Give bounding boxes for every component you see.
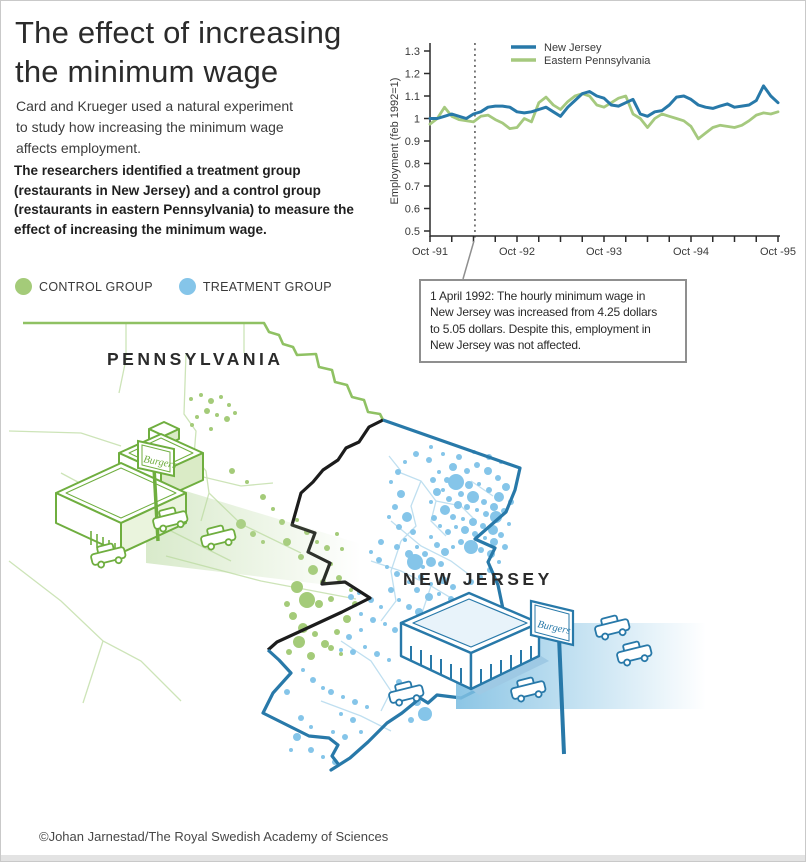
employment-chart: 0.5 0.6 0.7 0.8 0.9 1 1.1 1.2 1.3 Oct -91 Oct -92 O… xyxy=(389,42,796,280)
pa-cars xyxy=(90,506,237,569)
svg-text:1: 1 xyxy=(414,114,420,126)
svg-text:Oct -94: Oct -94 xyxy=(673,246,709,258)
minimum-wage-callout: 1 April 1992: The hourly minimum wage in… xyxy=(419,279,687,363)
svg-text:1.2: 1.2 xyxy=(405,69,420,81)
series-eastern-pennsylvania xyxy=(428,92,780,141)
svg-text:0.8: 0.8 xyxy=(405,159,420,171)
group-legend: CONTROL GROUP TREATMENT GROUP xyxy=(15,278,332,295)
bottom-strip xyxy=(1,855,805,861)
svg-text:0.6: 0.6 xyxy=(405,204,420,216)
treatment-group-dot xyxy=(178,278,196,295)
svg-text:Eastern Pennsylvania: Eastern Pennsylvania xyxy=(544,55,651,67)
svg-text:Oct -93: Oct -93 xyxy=(586,246,622,258)
svg-text:New Jersey: New Jersey xyxy=(544,42,602,54)
svg-text:0.5: 0.5 xyxy=(405,226,420,238)
pa-ny-border xyxy=(23,321,385,421)
chart-y-axis-title: Employment (feb 1992=1) xyxy=(389,78,401,205)
svg-text:Oct -92: Oct -92 xyxy=(499,246,535,258)
chart-tick-labels: 0.5 0.6 0.7 0.8 0.9 1 1.1 1.2 1.3 Oct -91 Oct -92 O… xyxy=(389,46,796,258)
nj-cars xyxy=(388,614,653,707)
svg-text:0.7: 0.7 xyxy=(405,181,420,193)
method-paragraph: The researchers identified a treatment g… xyxy=(14,163,354,237)
svg-text:0.9: 0.9 xyxy=(405,136,420,148)
credit-line: ©Johan Jarnestad/The Royal Swedish Acade… xyxy=(39,829,389,844)
nj-restaurant xyxy=(399,591,549,695)
chart-axes xyxy=(424,43,780,242)
pa-burgers-sign: Burgers xyxy=(137,439,177,542)
treatment-group-label: TREATMENT GROUP xyxy=(202,279,332,294)
page-title: The effect of increasing the minimum wag… xyxy=(15,15,342,90)
svg-text:Oct -95: Oct -95 xyxy=(760,246,796,258)
svg-text:Oct -91: Oct -91 xyxy=(412,246,448,258)
pa-gradient-wedge xyxy=(146,479,361,589)
series-new-jersey xyxy=(428,84,780,120)
treatment-group-dots xyxy=(284,445,514,765)
intro-paragraph: Card and Krueger used a natural experime… xyxy=(16,98,294,156)
control-group-label: CONTROL GROUP xyxy=(39,279,153,294)
svg-text:1.1: 1.1 xyxy=(405,91,420,103)
control-group-dot xyxy=(15,278,32,295)
callout-connector xyxy=(462,240,475,280)
new-jersey-label: NEW JERSEY xyxy=(403,569,553,589)
nj-burgers-sign: Burgers xyxy=(529,599,575,755)
pennsylvania-label: PENNSYLVANIA xyxy=(107,349,284,369)
svg-text:1.3: 1.3 xyxy=(405,46,420,58)
